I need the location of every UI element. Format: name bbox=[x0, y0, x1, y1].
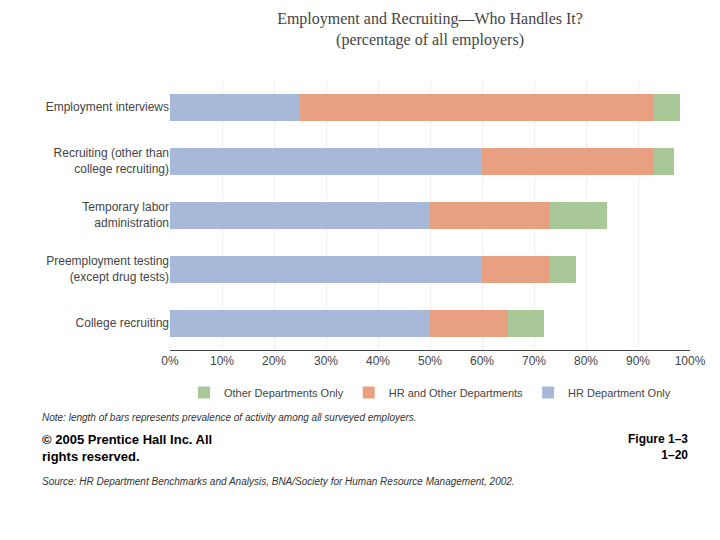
svg-text:HR Department Only: HR Department Only bbox=[568, 387, 671, 399]
svg-text:© 2005 Prentice Hall Inc. Allr: © 2005 Prentice Hall Inc. Allrights rese… bbox=[42, 432, 212, 464]
svg-text:50%: 50% bbox=[418, 354, 442, 368]
svg-text:College recruiting: College recruiting bbox=[76, 316, 169, 330]
svg-text:Note: length of bars represent: Note: length of bars represents prevalen… bbox=[42, 412, 417, 423]
svg-text:20%: 20% bbox=[262, 354, 286, 368]
svg-text:Other Departments Only: Other Departments Only bbox=[224, 387, 344, 399]
svg-text:90%: 90% bbox=[626, 354, 650, 368]
svg-text:30%: 30% bbox=[314, 354, 338, 368]
svg-text:HR and Other Departments: HR and Other Departments bbox=[389, 387, 523, 399]
svg-text:60%: 60% bbox=[470, 354, 494, 368]
svg-text:Employment interviews: Employment interviews bbox=[46, 100, 169, 114]
svg-text:Source: HR Department Benchmar: Source: HR Department Benchmarks and Ana… bbox=[42, 476, 515, 487]
svg-text:Temporary laboradministration: Temporary laboradministration bbox=[82, 200, 169, 230]
svg-text:Recruiting (other thancollege: Recruiting (other thancollege recruiting… bbox=[54, 146, 169, 176]
svg-text:70%: 70% bbox=[522, 354, 546, 368]
svg-text:40%: 40% bbox=[366, 354, 390, 368]
svg-text:Figure 1–31–20: Figure 1–31–20 bbox=[628, 432, 688, 462]
svg-text:Preemployment testing(except d: Preemployment testing(except drug tests) bbox=[46, 254, 169, 284]
svg-text:Employment and Recruiting—Who: Employment and Recruiting—Who Handles It… bbox=[277, 10, 583, 49]
svg-text:0%: 0% bbox=[161, 354, 179, 368]
svg-text:80%: 80% bbox=[574, 354, 598, 368]
svg-text:100%: 100% bbox=[675, 354, 706, 368]
svg-text:10%: 10% bbox=[210, 354, 234, 368]
